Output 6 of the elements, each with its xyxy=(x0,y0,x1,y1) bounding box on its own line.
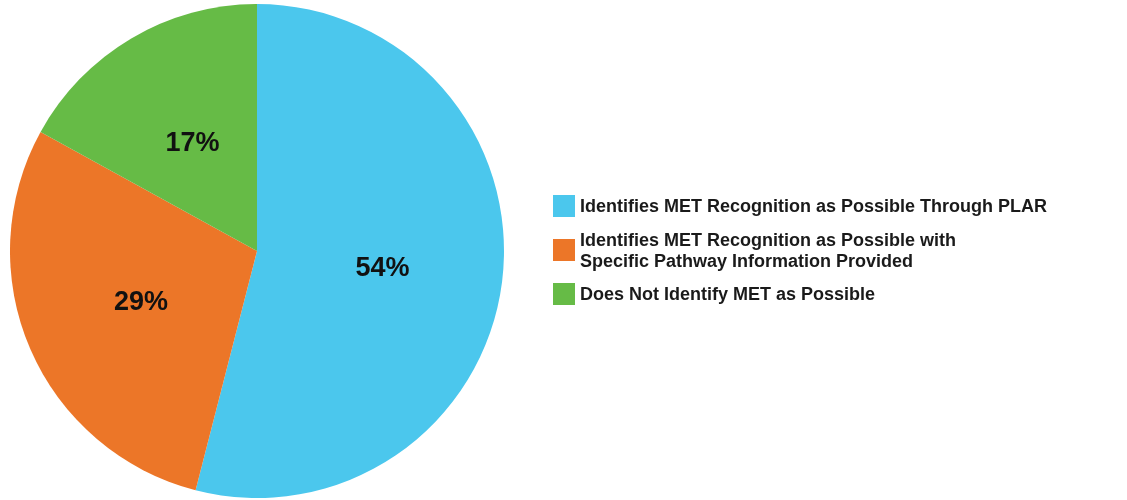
data-label: 54% xyxy=(355,251,410,282)
data-label: 17% xyxy=(165,127,220,158)
legend-label: Does Not Identify MET as Possible xyxy=(580,284,876,304)
legend-label: Identifies MET Recognition as Possible Through PLAR xyxy=(580,196,1048,216)
data-label: 29% xyxy=(113,286,168,317)
legend-label: Identifies MET Recognition as Possible with Specific Pathway Information Provided xyxy=(580,229,957,271)
